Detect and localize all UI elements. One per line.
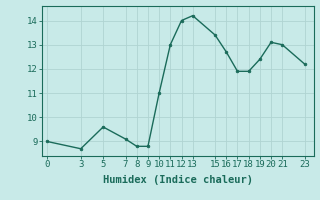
X-axis label: Humidex (Indice chaleur): Humidex (Indice chaleur) — [103, 175, 252, 185]
